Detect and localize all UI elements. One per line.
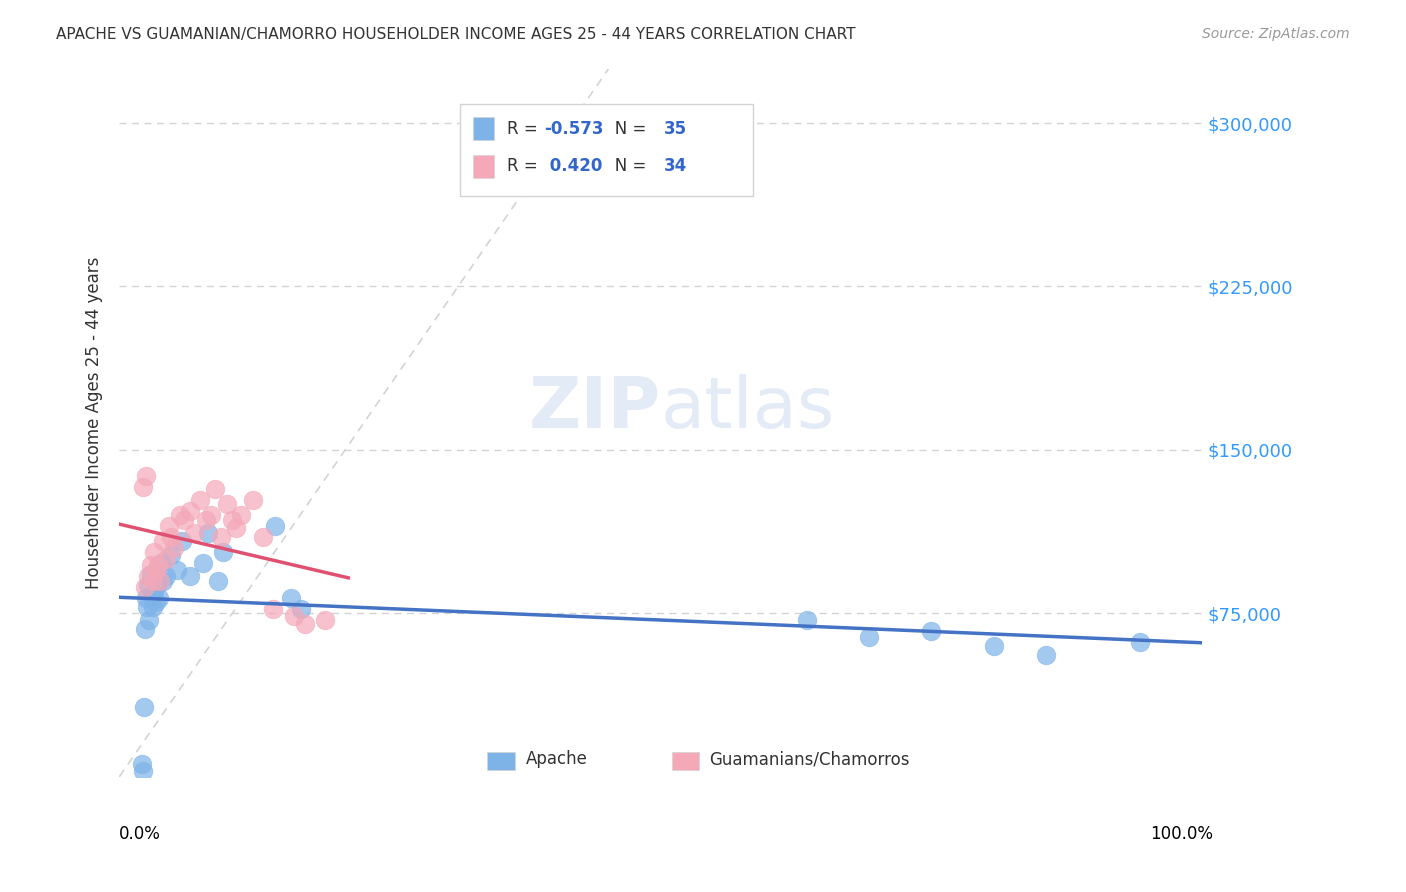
Point — [204, 482, 226, 496]
Point — [1035, 648, 1057, 662]
Point — [142, 599, 165, 614]
Point — [207, 574, 229, 588]
Point — [152, 574, 174, 588]
Point — [139, 567, 162, 582]
Point — [179, 504, 201, 518]
Point — [280, 591, 302, 606]
Point — [141, 589, 163, 603]
Point — [169, 508, 191, 523]
Point — [136, 599, 159, 614]
Point — [157, 519, 180, 533]
Point — [139, 558, 162, 573]
Point — [209, 530, 232, 544]
Point — [221, 513, 243, 527]
Point — [242, 493, 264, 508]
Point — [858, 631, 880, 645]
Text: ZIP: ZIP — [529, 374, 661, 443]
FancyBboxPatch shape — [474, 118, 494, 140]
Point — [160, 548, 183, 562]
Point — [138, 613, 160, 627]
Text: APACHE VS GUAMANIAN/CHAMORRO HOUSEHOLDER INCOME AGES 25 - 44 YEARS CORRELATION C: APACHE VS GUAMANIAN/CHAMORRO HOUSEHOLDER… — [56, 27, 856, 42]
Point — [134, 622, 156, 636]
Point — [294, 617, 316, 632]
Text: N =: N = — [599, 120, 652, 137]
Point — [135, 469, 157, 483]
Point — [190, 493, 212, 508]
Text: Guamanians/Chamorros: Guamanians/Chamorros — [710, 750, 910, 768]
FancyBboxPatch shape — [474, 155, 494, 178]
Point — [132, 764, 155, 779]
Point — [921, 624, 943, 638]
Point — [145, 578, 167, 592]
Point — [148, 591, 170, 606]
FancyBboxPatch shape — [672, 752, 699, 770]
Point — [197, 525, 219, 540]
Point — [252, 530, 274, 544]
Text: N =: N = — [599, 157, 652, 175]
Point — [262, 602, 284, 616]
Point — [132, 480, 155, 494]
Point — [179, 569, 201, 583]
Point — [142, 545, 165, 559]
Text: Apache: Apache — [526, 750, 588, 768]
Point — [155, 569, 177, 583]
Point — [155, 552, 177, 566]
Point — [170, 534, 193, 549]
Text: 0.0%: 0.0% — [120, 825, 162, 843]
Text: atlas: atlas — [661, 374, 835, 443]
Point — [142, 584, 165, 599]
Point — [138, 569, 160, 583]
Point — [191, 556, 214, 570]
Point — [283, 608, 305, 623]
Point — [183, 525, 205, 540]
Point — [290, 602, 312, 616]
Text: 100.0%: 100.0% — [1150, 825, 1213, 843]
Point — [142, 574, 165, 588]
Y-axis label: Householder Income Ages 25 - 44 years: Householder Income Ages 25 - 44 years — [86, 257, 103, 589]
Point — [145, 563, 167, 577]
Text: -0.573: -0.573 — [544, 120, 603, 137]
Text: 34: 34 — [664, 157, 688, 175]
Point — [212, 545, 235, 559]
Point — [138, 578, 160, 592]
Point — [160, 530, 183, 544]
Text: 35: 35 — [664, 120, 686, 137]
Point — [163, 541, 186, 555]
Point — [131, 756, 153, 771]
Point — [200, 508, 222, 523]
Point — [149, 556, 172, 570]
FancyBboxPatch shape — [460, 104, 752, 196]
Point — [1129, 634, 1152, 648]
Point — [796, 613, 818, 627]
Point — [173, 513, 195, 527]
Point — [229, 508, 252, 523]
Point — [166, 563, 188, 577]
Point — [146, 558, 169, 573]
Point — [194, 513, 217, 527]
Point — [225, 521, 247, 535]
Point — [149, 574, 172, 588]
FancyBboxPatch shape — [488, 752, 515, 770]
Point — [134, 700, 156, 714]
Point — [215, 497, 238, 511]
Point — [135, 591, 157, 606]
Text: R =: R = — [508, 120, 543, 137]
Point — [145, 595, 167, 609]
Text: 0.420: 0.420 — [544, 157, 602, 175]
Point — [264, 519, 287, 533]
Point — [152, 534, 174, 549]
Text: Source: ZipAtlas.com: Source: ZipAtlas.com — [1202, 27, 1350, 41]
Point — [134, 580, 156, 594]
Point — [314, 613, 336, 627]
Text: R =: R = — [508, 157, 543, 175]
Point — [983, 639, 1005, 653]
